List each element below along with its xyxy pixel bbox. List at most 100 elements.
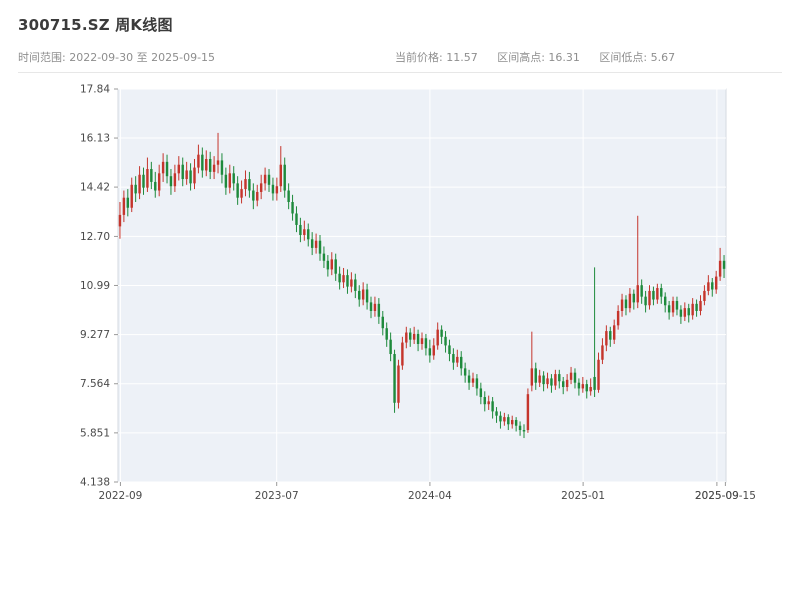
candle bbox=[244, 170, 247, 197]
candle bbox=[581, 376, 585, 393]
candle-body bbox=[546, 378, 549, 385]
gridlines bbox=[118, 88, 726, 483]
candle-body bbox=[146, 169, 149, 188]
y-tick-label: 14.42 bbox=[80, 182, 110, 194]
candle-body bbox=[346, 275, 349, 287]
candle bbox=[373, 296, 377, 317]
candle bbox=[322, 246, 326, 268]
candle-body bbox=[142, 174, 145, 188]
candle-body bbox=[134, 184, 137, 194]
candle-body bbox=[683, 308, 687, 317]
candle bbox=[279, 146, 283, 192]
candle-body bbox=[632, 293, 636, 303]
candle-body bbox=[522, 430, 526, 432]
candle bbox=[389, 332, 392, 362]
candle bbox=[122, 190, 126, 223]
candle bbox=[401, 336, 404, 370]
candle bbox=[157, 164, 161, 197]
candlestick-chart: 17.84 16.13 14.42 12.70 10.99 9.277 7.564 5.851… bbox=[0, 77, 800, 601]
y-tick-label: 17.84 bbox=[80, 84, 110, 96]
candle-body bbox=[432, 345, 435, 356]
candle-body bbox=[636, 285, 639, 303]
candle-body bbox=[263, 174, 267, 184]
candle-body bbox=[722, 260, 726, 269]
candle bbox=[522, 424, 526, 439]
candle bbox=[467, 369, 471, 390]
candle bbox=[691, 298, 694, 320]
candle bbox=[695, 299, 698, 317]
candle bbox=[161, 153, 165, 182]
candle-body bbox=[714, 276, 718, 290]
candle-body bbox=[354, 279, 357, 291]
candle bbox=[605, 325, 608, 352]
candle-body bbox=[291, 202, 294, 214]
candle bbox=[240, 180, 243, 204]
candle bbox=[130, 177, 133, 213]
candle-body bbox=[660, 288, 663, 297]
candle-body bbox=[397, 365, 400, 403]
candle-body bbox=[236, 183, 239, 198]
candle-body bbox=[275, 186, 279, 194]
candle bbox=[236, 176, 239, 205]
candle-body bbox=[609, 331, 612, 340]
candle bbox=[185, 161, 188, 185]
candle-body bbox=[444, 336, 447, 346]
candle bbox=[118, 202, 122, 239]
candle-body bbox=[648, 290, 651, 306]
candle-body bbox=[554, 374, 557, 386]
candle bbox=[722, 255, 726, 279]
candle-body bbox=[561, 381, 565, 388]
candle-body bbox=[573, 372, 577, 383]
candle bbox=[248, 171, 251, 198]
candle-body bbox=[483, 397, 486, 405]
candle bbox=[460, 351, 463, 376]
candle-body bbox=[542, 375, 545, 385]
candle-body bbox=[193, 167, 196, 184]
candle-body bbox=[675, 300, 679, 310]
candle bbox=[287, 183, 290, 210]
candle bbox=[546, 372, 549, 389]
candle bbox=[224, 167, 228, 195]
candle-body bbox=[181, 164, 184, 180]
candle-body bbox=[126, 197, 130, 208]
candle-body bbox=[585, 384, 588, 392]
candle bbox=[526, 388, 530, 433]
candle bbox=[577, 378, 581, 396]
chart-header: 300715.SZ 周K线图 时间范围: 2022-09-30 至 2025-0… bbox=[0, 0, 800, 73]
candle bbox=[718, 247, 722, 281]
candle-body bbox=[401, 342, 404, 366]
candle bbox=[295, 206, 298, 233]
candle-body bbox=[338, 273, 341, 283]
candle-body bbox=[699, 300, 702, 311]
candle bbox=[585, 379, 588, 399]
candle-body bbox=[624, 299, 628, 309]
candle-body bbox=[361, 289, 365, 300]
candle-body bbox=[201, 154, 204, 171]
candle bbox=[275, 177, 279, 201]
candle-body bbox=[605, 331, 608, 346]
candle-body bbox=[307, 229, 310, 240]
candle-body bbox=[279, 164, 283, 187]
candle-body bbox=[385, 328, 388, 340]
candle-body bbox=[326, 260, 330, 270]
candle bbox=[377, 298, 381, 324]
candle bbox=[381, 310, 384, 336]
candle-body bbox=[718, 260, 722, 277]
candle bbox=[326, 255, 330, 277]
x-tick-label: 2024-04 bbox=[408, 490, 452, 502]
candle-body bbox=[420, 338, 424, 344]
candle-body bbox=[220, 160, 224, 175]
candle bbox=[573, 368, 577, 389]
candle bbox=[475, 374, 479, 396]
candle bbox=[420, 332, 424, 350]
candle-body bbox=[707, 282, 710, 291]
candle bbox=[165, 154, 169, 184]
candle bbox=[483, 391, 486, 412]
candle bbox=[644, 290, 647, 313]
candle bbox=[205, 150, 208, 177]
candle bbox=[491, 397, 494, 419]
candle bbox=[589, 378, 592, 396]
candle bbox=[679, 305, 683, 324]
page-title: 300715.SZ 周K线图 bbox=[18, 16, 173, 34]
candle-body bbox=[283, 164, 286, 191]
